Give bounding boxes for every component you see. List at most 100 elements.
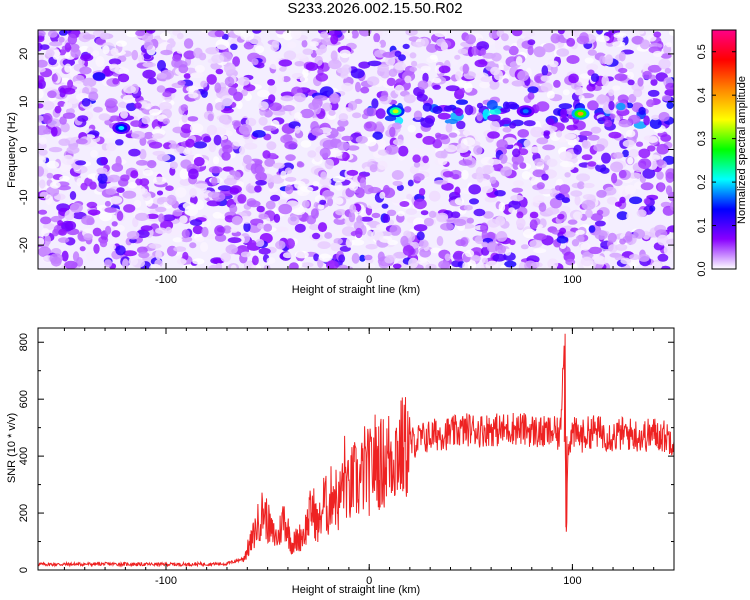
spectrogram-cell	[435, 150, 447, 159]
spectrogram-cell	[435, 134, 449, 140]
spectrogram-cell	[283, 50, 297, 61]
spectrogram-cell	[489, 108, 502, 115]
spectrogram-cell	[185, 138, 195, 148]
spectrogram-cell	[126, 102, 137, 112]
spectrogram-cell	[135, 30, 146, 37]
spectrogram-cell	[635, 30, 645, 35]
spectrogram-cell	[105, 225, 112, 235]
spectrogram-cell	[138, 251, 150, 259]
spectrogram-cell	[301, 39, 308, 48]
spectrogram-cell	[500, 166, 513, 177]
spectrogram-cell	[183, 50, 196, 60]
spectrogram-cell	[524, 260, 537, 269]
spectrogram-cell	[62, 87, 76, 95]
spectrogram-cell	[181, 114, 188, 123]
spectrogram-cell	[294, 125, 301, 134]
spectrogram-cell	[649, 205, 656, 212]
spectrogram-cell	[272, 162, 285, 169]
spectrogram-cell	[59, 175, 70, 182]
spectrogram-cell	[263, 264, 271, 269]
spectrogram-cell	[312, 232, 321, 240]
spectrogram-cell	[158, 196, 169, 203]
spectrogram-cell	[329, 93, 341, 104]
snr-x-tick-label: 100	[563, 575, 581, 587]
spectrogram-cell	[99, 211, 113, 222]
spectrogram-cell	[39, 179, 46, 189]
spectrogram-cell	[255, 180, 267, 186]
spectrogram-cell	[334, 180, 343, 191]
spectrogram-cell	[341, 135, 354, 142]
spectrogram-cell	[649, 118, 662, 129]
spectrogram-cell	[337, 118, 349, 127]
spectrogram-cell	[236, 101, 243, 110]
spectrogram-cell	[109, 244, 116, 250]
spectrogram-cell	[346, 169, 359, 176]
spectrogram-cell	[294, 112, 303, 121]
spectrogram-cell	[496, 231, 508, 242]
spectrogram-cell	[533, 46, 546, 58]
spectrogram-cell	[508, 200, 521, 210]
spectrogram-cell	[263, 109, 273, 118]
chart-title: S233.2026.002.15.50.R02	[287, 0, 463, 17]
spectrogram-cell	[48, 146, 63, 153]
spectrogram-cell	[517, 129, 529, 138]
spectrogram-cell	[619, 196, 626, 204]
colorbar-tick-label: 0.3	[696, 131, 708, 146]
spectrogram-cell	[660, 134, 672, 142]
spectrogram-cell	[404, 57, 412, 69]
spectrogram-cell	[646, 99, 655, 108]
spectrogram-cell	[156, 85, 166, 93]
spectrogram-cell	[601, 152, 611, 164]
spectrogram-cell	[208, 166, 223, 174]
spectrogram-cell	[587, 49, 597, 56]
spectrogram-cell	[377, 64, 390, 72]
spectrogram-cell	[254, 185, 262, 193]
spectrogram-cell	[559, 227, 567, 235]
spectrogram-cell	[295, 250, 309, 259]
spectrogram-cell	[322, 102, 333, 112]
spectrogram-cell	[243, 221, 251, 233]
spectrogram-cell	[529, 239, 543, 248]
spectrogram-cell	[232, 56, 241, 67]
spectrogram-cell	[638, 106, 646, 115]
snr-y-tick-label: 0	[18, 567, 30, 573]
spectrogram-cell	[409, 165, 419, 174]
spectrogram-cell	[367, 60, 382, 67]
spectrogram-cell	[445, 144, 457, 153]
spectrogram-cell	[578, 95, 585, 101]
spectrogram-cell	[64, 42, 71, 53]
spectrogram-cell	[280, 170, 287, 180]
snr-y-tick-label: 200	[18, 504, 30, 522]
spectrogram-cell	[110, 47, 119, 56]
spectrogram-cell	[492, 253, 507, 262]
spectrogram-cell	[404, 75, 412, 84]
spectrogram-cell	[422, 155, 429, 164]
spectrogram-cell	[407, 124, 416, 133]
spectrogram-cell	[633, 36, 643, 45]
spectrogram-cell	[545, 207, 560, 215]
spectrogram-cell	[469, 198, 479, 205]
spectrogram-cell	[38, 156, 46, 165]
spectrogram-cell	[436, 38, 446, 47]
spectrogram-cell	[327, 197, 334, 207]
spectrogram-cell	[594, 256, 608, 265]
spectrogram-cell	[450, 211, 461, 219]
spectrogram-cell	[665, 171, 674, 183]
spectrogram-cell	[375, 121, 383, 130]
spectrogram-cell	[455, 239, 466, 247]
spectrogram-cell	[437, 112, 451, 120]
spectrogram-cell	[562, 89, 570, 96]
spectrogram-cell	[155, 227, 167, 234]
spectrogram-cell	[122, 94, 135, 104]
spectrogram-cell	[206, 200, 221, 207]
spectrogram-cell	[669, 30, 674, 36]
spectrogram-cell	[285, 238, 295, 249]
spectrogram-cell	[430, 247, 442, 254]
spectrogram-cell	[198, 31, 211, 38]
spectrogram-x-tick-label: 100	[563, 274, 581, 286]
spectrogram-cell	[337, 141, 350, 151]
spectrogram-cell	[252, 255, 259, 266]
spectrogram-cell	[409, 66, 418, 72]
spectrogram-cell	[606, 196, 618, 205]
spectrogram-cell	[92, 72, 106, 81]
